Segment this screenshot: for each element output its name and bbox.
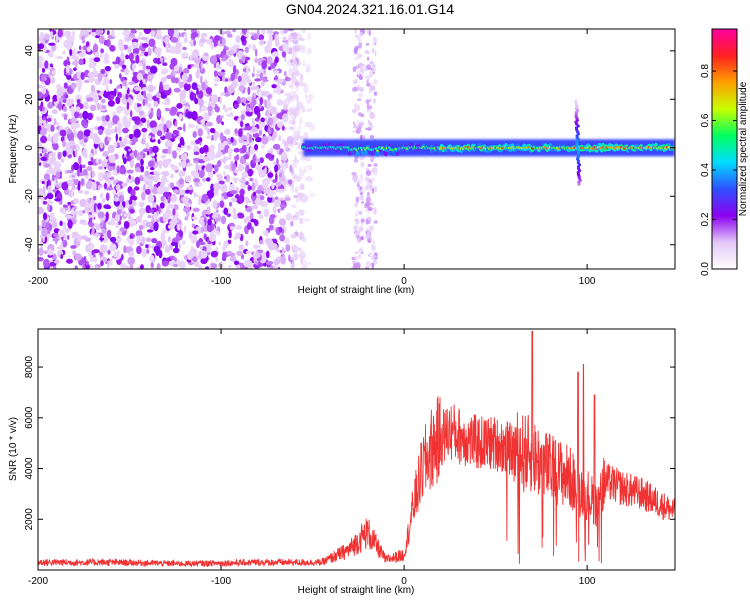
x-tick-label: -100 (211, 576, 231, 587)
y-tick-label: 40 (24, 45, 35, 57)
x-tick-label: -200 (28, 276, 48, 287)
snr-panel: -200 -100 0 100 2000 4000 6000 8000 Height of s… (8, 328, 676, 596)
snr-series-line (38, 331, 675, 568)
snr-xlabel: Height of straight line (km) (298, 585, 415, 596)
y-tick-label: 2000 (24, 508, 35, 531)
y-tick-label: 8000 (24, 355, 35, 378)
x-tick-label: -100 (211, 276, 231, 287)
colorbar-label: Normalized spectral amplitude (738, 81, 749, 216)
snr-ticks: -200 -100 0 100 2000 4000 6000 8000 (24, 329, 675, 587)
y-tick-label: -20 (24, 189, 35, 204)
x-tick-label: 100 (579, 276, 596, 287)
colorbar-bar (711, 28, 738, 270)
snr-frame (37, 328, 676, 571)
colorbar-tick-label: 0.0 (700, 262, 711, 276)
spectrogram-frame (37, 28, 676, 270)
spectrogram-data (38, 29, 675, 269)
y-tick-label: 0 (24, 145, 35, 151)
colorbar-tick-label: 0.2 (700, 212, 711, 226)
snr-ylabel: SNR (10 * v/v) (8, 417, 19, 481)
spectrogram-ylabel: Frequency (Hz) (8, 115, 19, 184)
x-tick-label: 100 (579, 576, 596, 587)
y-tick-label: 6000 (24, 406, 35, 429)
colorbar-tick-label: 0.4 (700, 163, 711, 177)
colorbar-tick-label: 0.6 (700, 113, 711, 127)
colorbar-tick-label: 0.8 (700, 64, 711, 78)
snr-data (38, 331, 675, 568)
y-tick-label: -40 (24, 237, 35, 252)
colorbar: 0.0 0.2 0.4 0.6 0.8 Normalized spectral ampl… (700, 28, 749, 276)
y-tick-label: 4000 (24, 457, 35, 480)
colorbar-ticks: 0.0 0.2 0.4 0.6 0.8 (700, 64, 737, 276)
x-tick-label: 0 (401, 276, 407, 287)
spectrogram-xlabel: Height of straight line (km) (298, 285, 415, 296)
x-tick-label: 0 (401, 576, 407, 587)
x-tick-label: -200 (28, 576, 48, 587)
y-tick-label: 20 (24, 93, 35, 105)
figure-title: GN04.2024.321.16.01.G14 (286, 1, 454, 17)
